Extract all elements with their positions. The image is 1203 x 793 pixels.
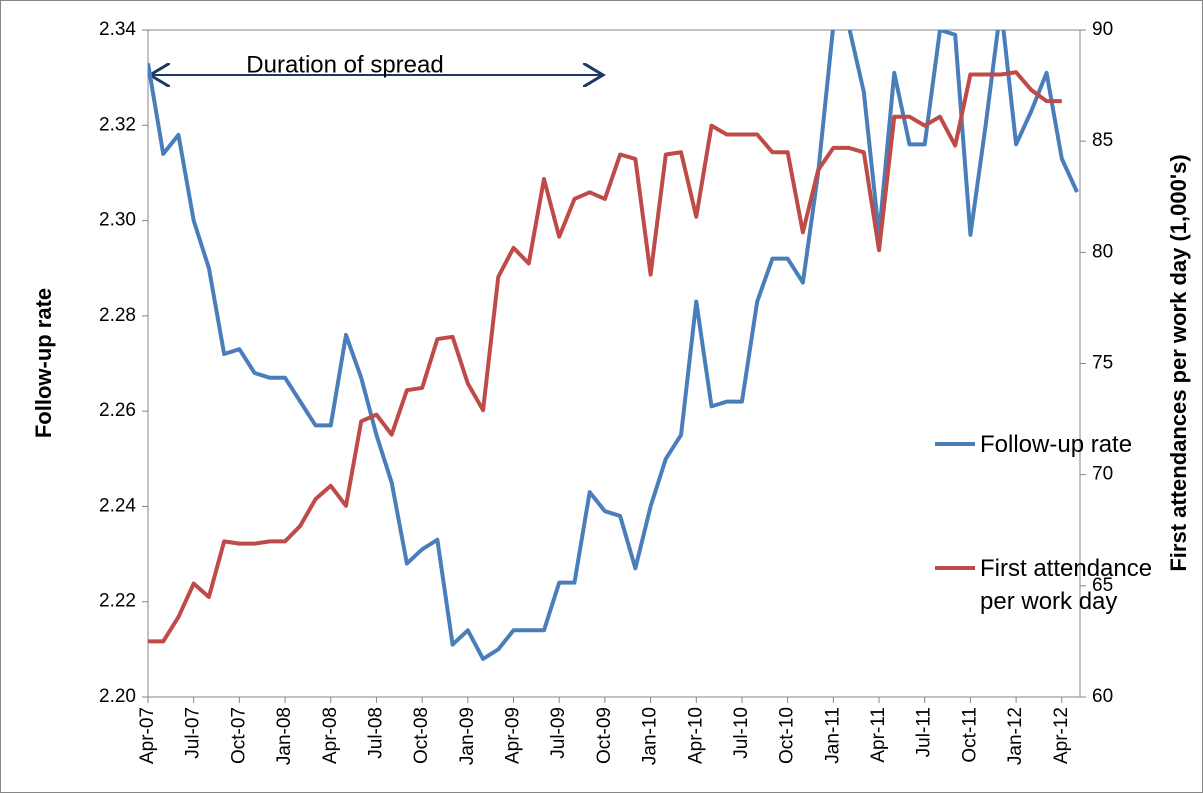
y-tick-label: 2.26 — [99, 400, 136, 421]
x-tick-label: Apr-12 — [1051, 707, 1072, 764]
x-tick-label: Jan-12 — [1005, 707, 1026, 765]
y-tick-label: 2.22 — [99, 591, 136, 612]
x-tick-label: Oct-07 — [228, 707, 249, 764]
y2-tick-label: 75 — [1092, 353, 1113, 374]
x-tick-label: Apr-10 — [685, 707, 706, 764]
y2-tick-label: 60 — [1092, 686, 1113, 707]
legend-label: First attendance per work day — [980, 555, 1153, 615]
x-tick-label: Oct-10 — [777, 707, 798, 764]
annotation: Duration of spread — [246, 51, 443, 78]
y2-tick-label: 70 — [1092, 464, 1113, 485]
x-tick-label: Oct-09 — [594, 707, 615, 764]
y-tick-label: 2.34 — [99, 19, 136, 40]
y2-tick-label: 85 — [1092, 130, 1113, 151]
x-tick-label: Jul-08 — [365, 707, 386, 759]
x-tick-label: Oct-08 — [411, 707, 432, 764]
plot-lines — [148, 30, 1079, 661]
y2-tick-label: 65 — [1092, 575, 1113, 596]
x-tick-label: Jul-10 — [731, 707, 752, 759]
x-tick-label: Oct-11 — [959, 707, 980, 763]
x-tick-label: Jul-07 — [183, 707, 204, 759]
y-tick-label: 2.20 — [99, 686, 136, 707]
series-line — [148, 30, 1079, 661]
y-tick-label: 2.30 — [99, 210, 136, 231]
plot-area — [147, 29, 1081, 698]
x-tick-label: Apr-08 — [320, 707, 341, 764]
x-tick-label: Apr-11 — [868, 707, 889, 763]
x-tick-label: Jul-09 — [548, 707, 569, 759]
x-tick-label: Jul-11 — [914, 707, 935, 757]
y-tick-label: 2.28 — [99, 305, 136, 326]
y-tick-label: 2.24 — [99, 495, 136, 516]
x-tick-label: Jan-10 — [640, 707, 661, 765]
y2-tick-label: 80 — [1092, 241, 1113, 262]
series-line — [148, 70, 1062, 644]
y2-axis-title: First attendances per work day (1,000's) — [1166, 154, 1191, 571]
legend-label: Follow-up rate — [980, 431, 1133, 458]
y2-tick-label: 90 — [1092, 19, 1113, 40]
x-tick-label: Jan-11 — [822, 707, 843, 764]
x-tick-label: Apr-09 — [503, 707, 524, 764]
y-tick-label: 2.32 — [99, 114, 136, 135]
x-tick-label: Jan-08 — [274, 707, 295, 765]
y-axis-title: Follow-up rate — [31, 288, 56, 438]
x-tick-label: Jan-09 — [457, 707, 478, 765]
x-tick-label: Apr-07 — [137, 707, 158, 764]
